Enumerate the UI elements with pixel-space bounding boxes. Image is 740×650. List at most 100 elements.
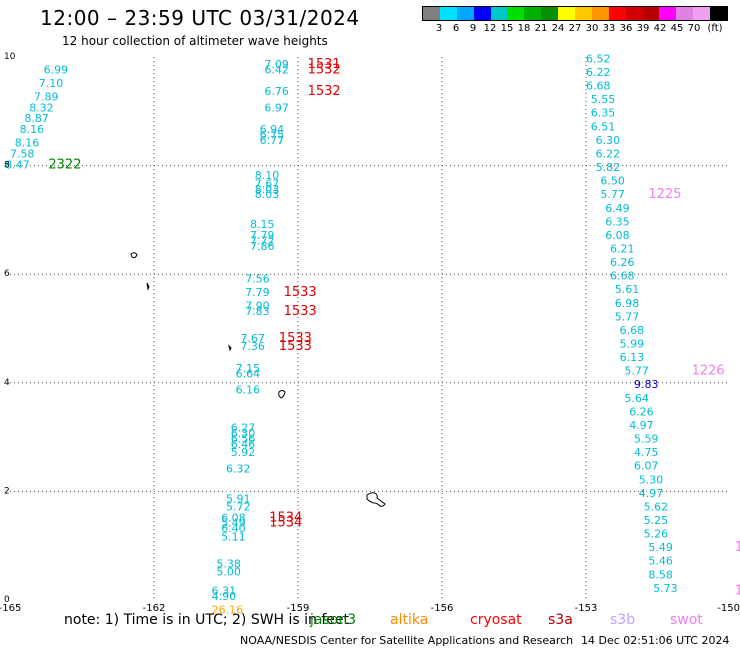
wave-height-label: 6.21: [610, 242, 635, 255]
legend-swatch: [473, 7, 491, 20]
wave-height-label: 7.86: [250, 240, 275, 253]
wave-height-label: 6.42: [264, 63, 289, 76]
islands-outline: [130, 252, 386, 507]
wave-height-label: 6.68: [620, 324, 645, 337]
legend-label: 6: [452, 23, 460, 34]
wave-height-label: 8.03: [255, 183, 279, 196]
wave-height-label: 6.46: [231, 438, 256, 451]
pass-time-labels: 2322153115321532153315331533153315341534…: [48, 57, 740, 599]
wave-height-label: 6.49: [605, 202, 630, 215]
page-subtitle: 12 hour collection of altimeter wave hei…: [62, 34, 328, 48]
wave-height-label: 5.64: [624, 392, 649, 405]
pass-time-label: 1534: [269, 510, 302, 525]
pass-time-label: 1: [735, 584, 740, 599]
wave-height-label: 6.64: [236, 367, 261, 380]
wave-height-label: 5.25: [644, 514, 669, 527]
pass-time-label: 1531: [308, 57, 341, 72]
wave-height-label: 5.49: [648, 541, 673, 554]
wave-height-label: 6.26: [610, 256, 635, 269]
wave-height-label: 4.97: [639, 487, 664, 500]
pass-time-label: 1533: [284, 304, 317, 319]
wave-height-label: 6.31: [212, 585, 237, 598]
wave-height-label: 6.32: [226, 462, 251, 475]
wave-height-label: 6.26: [629, 405, 654, 418]
wave-height-label: 5.49: [221, 517, 246, 530]
footer-date: 14 Dec 02:51:06 UTC 2024: [581, 634, 730, 647]
wave-height-label: 5.77: [600, 188, 625, 201]
wave-height-label: 6.30: [596, 134, 621, 147]
wave-height-label: 6.35: [605, 215, 630, 228]
legend-swatch: [659, 7, 677, 20]
pass-time-label: 2322: [48, 157, 81, 172]
legend-swatch: [507, 7, 525, 20]
y-tick-label: 8: [4, 161, 10, 171]
wave-height-label: 6.99: [44, 63, 69, 76]
y-tick-label: 4: [4, 378, 10, 388]
legend-label: 42: [653, 23, 667, 34]
y-axis-ticks: 0 2 4 6 8 10: [4, 52, 16, 605]
legend-swatch: [575, 7, 592, 20]
wave-height-label: 7.58: [10, 147, 35, 160]
wave-height-label: 8.15: [250, 218, 275, 231]
legend-label: 15: [500, 23, 514, 34]
x-tick-label: -156: [431, 603, 454, 614]
wave-height-label: 5.11: [221, 530, 246, 543]
wave-height-label: 7.79: [250, 229, 275, 242]
wave-height-label: 5.00: [216, 566, 241, 579]
wave-height-label: 7.79: [245, 286, 270, 299]
wave-height-label: 5.82: [596, 161, 621, 174]
wave-height-label: 5.73: [653, 582, 678, 595]
wave-height-label: 8.10: [255, 169, 279, 182]
wave-height-label: 7.10: [39, 77, 64, 90]
y-tick-label: 10: [4, 52, 16, 62]
wave-height-label: 7.89: [34, 90, 59, 103]
wave-height-label: 7.90: [245, 299, 270, 312]
wave-height-label: 6.30: [231, 427, 256, 440]
legend-swatch: [524, 7, 542, 20]
wave-height-label: 6.98: [615, 297, 640, 310]
wave-height-label: 6.08: [221, 511, 246, 524]
wave-height-label: 9.83: [634, 378, 659, 391]
legend-label: 33: [602, 23, 616, 34]
wave-height-label: 8.16: [15, 137, 40, 150]
legend-swatch: [710, 7, 728, 20]
wave-height-label: 5.77: [624, 365, 649, 378]
wave-height-label: 6.08: [605, 229, 630, 242]
legend-label: 27: [568, 23, 582, 34]
legend-label: 3: [435, 23, 443, 34]
wave-height-label: 8.58: [648, 568, 673, 581]
wave-height-label: 6.07: [634, 460, 659, 473]
legend-swatch: [439, 7, 457, 20]
wave-height-label: 4.97: [629, 419, 654, 432]
x-tick-label: -159: [287, 603, 310, 614]
legend-label: 9: [469, 23, 477, 34]
wave-height-label: 7.83: [245, 305, 270, 318]
wave-height-label: 7.56: [245, 272, 270, 285]
legend-label: 18: [517, 23, 531, 34]
wave-height-label: 7.15: [236, 362, 261, 375]
wave-height-label: 6.40: [221, 522, 246, 535]
x-tick-label: -162: [143, 603, 166, 614]
pass-time-label: 1533: [279, 331, 312, 346]
wave-height-label: 6.76: [264, 85, 289, 98]
note-text: note: 1) Time is in UTC; 2) SWH is in fe…: [64, 612, 350, 628]
legend-label: 70: [687, 23, 701, 34]
satellite-swot: swot: [670, 612, 703, 628]
wave-height-label: 6.56: [231, 433, 256, 446]
legend-swatch: [693, 7, 711, 20]
wave-height-label: 7.36: [240, 340, 265, 353]
wave-height-label: 6.13: [620, 351, 645, 364]
wave-height-label: 6.68: [586, 80, 611, 93]
legend-swatch: [591, 7, 609, 20]
legend-label: (ft): [707, 23, 723, 34]
wave-height-label: 5.38: [216, 557, 241, 570]
wave-height-label: 6.22: [586, 66, 611, 79]
pass-time-label: 1532: [308, 84, 341, 99]
wave-height-label: 7.09: [264, 58, 289, 71]
wave-height-label: 5.72: [226, 500, 251, 513]
x-axis-ticks: -165 -162 -159 -156 -153 -150: [0, 603, 740, 614]
page-title: 12:00 – 23:59 UTC 03/31/2024: [40, 6, 360, 30]
pass-time-label: 12: [735, 540, 740, 555]
pass-time-label: 1226: [692, 364, 725, 379]
